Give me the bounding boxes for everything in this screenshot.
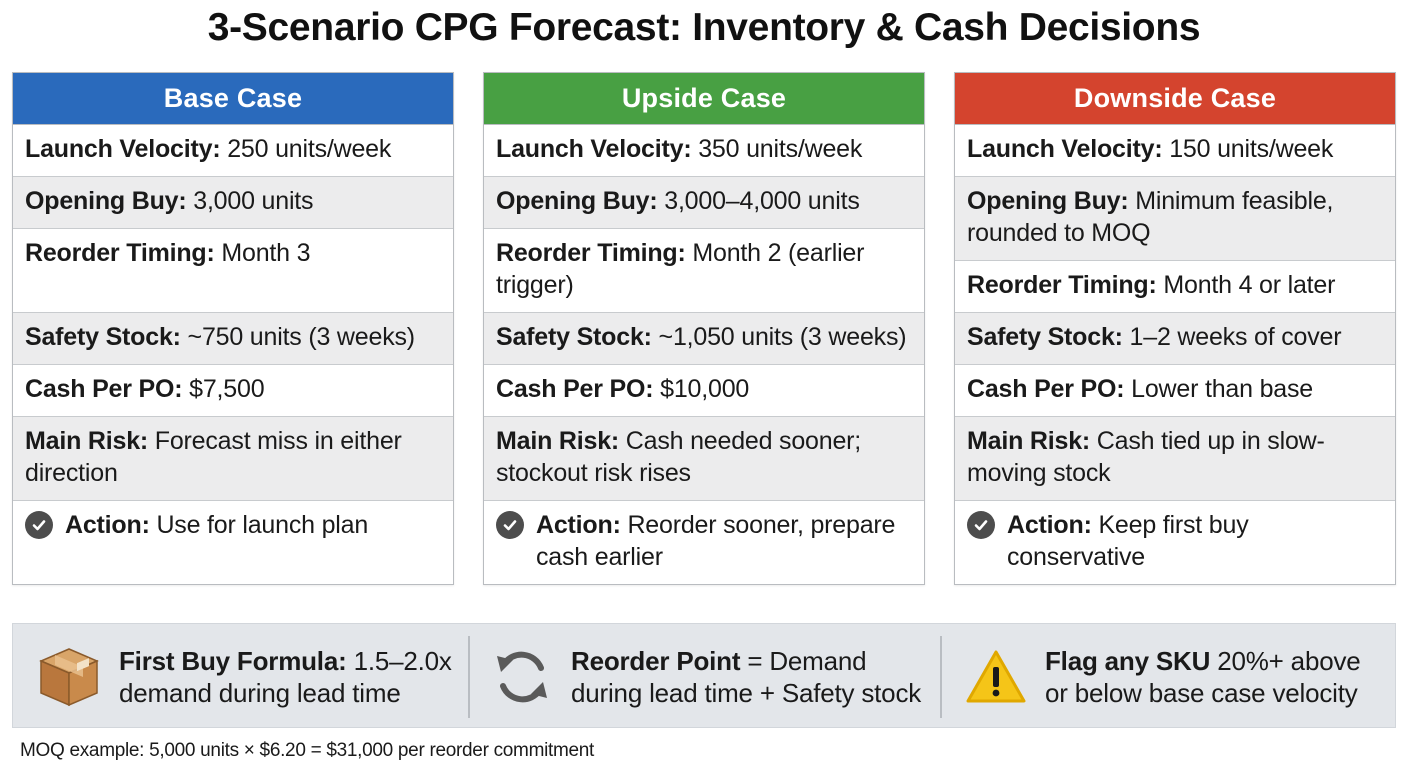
first-buy-formula: First Buy Formula: 1.5–2.0x demand durin… xyxy=(35,624,465,729)
moq-example-note: MOQ example: 5,000 units × $6.20 = $31,0… xyxy=(20,740,595,761)
row-value: 350 units/week xyxy=(698,135,863,163)
row-launch-velocity: Launch Velocity: 350 units/week xyxy=(484,125,924,177)
divider xyxy=(468,636,470,718)
row-opening-buy: Opening Buy: 3,000 units xyxy=(13,177,453,229)
row-launch-velocity: Launch Velocity: 250 units/week xyxy=(13,125,453,177)
card-header: Upside Case xyxy=(484,73,924,125)
row-action: Action: Use for launch plan xyxy=(13,501,453,584)
row-label: Main Risk: xyxy=(25,427,149,455)
row-label: Cash Per PO: xyxy=(496,375,654,403)
check-circle-icon xyxy=(25,511,53,539)
row-value: ~750 units (3 weeks) xyxy=(187,323,416,351)
row-cash-per-po: Cash Per PO: $7,500 xyxy=(13,365,453,417)
row-label: Reorder Timing: xyxy=(25,239,215,267)
row-label: Opening Buy: xyxy=(25,187,187,215)
row-label: Cash Per PO: xyxy=(25,375,183,403)
row-value: Month 2 (earlier trigger) xyxy=(496,239,865,299)
row-value: $7,500 xyxy=(189,375,265,403)
row-action: Action: Keep first buy conservative xyxy=(955,501,1395,584)
scenario-card-upside: Upside Case Launch Velocity: 350 units/w… xyxy=(483,72,925,585)
row-value: 250 units/week xyxy=(227,135,392,163)
key-rules-bar: First Buy Formula: 1.5–2.0x demand durin… xyxy=(12,623,1396,728)
row-safety-stock: Safety Stock: 1–2 weeks of cover xyxy=(955,313,1395,365)
formula-label: First Buy Formula: xyxy=(119,645,347,676)
row-value: Reorder sooner, prepare cash earlier xyxy=(536,511,896,571)
row-label: Opening Buy: xyxy=(967,187,1129,215)
row-label: Cash Per PO: xyxy=(967,375,1125,403)
row-label: Safety Stock: xyxy=(25,323,181,351)
row-cash-per-po: Cash Per PO: $10,000 xyxy=(484,365,924,417)
row-value: 1–2 weeks of cover xyxy=(1129,323,1342,351)
row-label: Action: xyxy=(1007,511,1092,539)
row-label: Action: xyxy=(65,511,150,539)
row-value: ~1,050 units (3 weeks) xyxy=(658,323,907,351)
row-label: Safety Stock: xyxy=(967,323,1123,351)
flag-value: 20%+ above or below base case velocity xyxy=(1045,645,1361,708)
row-label: Launch Velocity: xyxy=(25,135,221,163)
row-value: Cash needed sooner; stockout risk rises xyxy=(496,427,862,487)
page-title: 3-Scenario CPG Forecast: Inventory & Cas… xyxy=(207,6,1201,49)
scenario-card-base: Base Case Launch Velocity: 250 units/wee… xyxy=(12,72,454,585)
row-value: Minimum feasible, rounded to MOQ xyxy=(967,187,1334,247)
row-label: Action: xyxy=(536,511,621,539)
row-action: Action: Reorder sooner, prepare cash ear… xyxy=(484,501,924,584)
scenario-card-downside: Downside Case Launch Velocity: 150 units… xyxy=(954,72,1396,585)
row-label: Launch Velocity: xyxy=(496,135,692,163)
row-launch-velocity: Launch Velocity: 150 units/week xyxy=(955,125,1395,177)
row-value: Use for launch plan xyxy=(156,511,369,539)
row-value: $10,000 xyxy=(660,375,750,403)
row-safety-stock: Safety Stock: ~1,050 units (3 weeks) xyxy=(484,313,924,365)
formula-value: 1.5–2.0x demand during lead time xyxy=(119,645,452,708)
row-value: Month 3 xyxy=(221,239,311,267)
row-cash-per-po: Cash Per PO: Lower than base xyxy=(955,365,1395,417)
row-value: 3,000–4,000 units xyxy=(664,187,860,215)
check-circle-icon xyxy=(496,511,524,539)
row-value: Cash tied up in slow-moving stock xyxy=(967,427,1325,487)
row-label: Launch Velocity: xyxy=(967,135,1163,163)
row-value: Keep first buy conservative xyxy=(1007,511,1249,571)
row-value: 3,000 units xyxy=(193,187,314,215)
row-label: Opening Buy: xyxy=(496,187,658,215)
row-label: Reorder Timing: xyxy=(496,239,686,267)
row-opening-buy: Opening Buy: Minimum feasible, rounded t… xyxy=(955,177,1395,261)
warning-icon xyxy=(965,648,1027,706)
package-box-icon xyxy=(35,643,103,711)
row-value: Forecast miss in either direction xyxy=(25,427,402,487)
row-main-risk: Main Risk: Forecast miss in either direc… xyxy=(13,417,453,501)
row-value: Lower than base xyxy=(1131,375,1313,403)
flag-label: Flag any SKU xyxy=(1045,645,1211,676)
reorder-value: = Demand during lead time + Safety stock xyxy=(571,645,922,708)
card-header: Downside Case xyxy=(955,73,1395,125)
row-safety-stock: Safety Stock: ~750 units (3 weeks) xyxy=(13,313,453,365)
row-reorder-timing: Reorder Timing: Month 2 (earlier trigger… xyxy=(484,229,924,313)
reorder-point-rule: Reorder Point = Demand during lead time … xyxy=(491,624,931,729)
row-value: Month 4 or later xyxy=(1163,271,1336,299)
row-opening-buy: Opening Buy: 3,000–4,000 units xyxy=(484,177,924,229)
row-label: Safety Stock: xyxy=(496,323,652,351)
row-label: Main Risk: xyxy=(967,427,1091,455)
row-value: 150 units/week xyxy=(1169,135,1334,163)
card-header: Base Case xyxy=(13,73,453,125)
row-reorder-timing: Reorder Timing: Month 4 or later xyxy=(955,261,1395,313)
row-main-risk: Main Risk: Cash needed sooner; stockout … xyxy=(484,417,924,501)
row-label: Main Risk: xyxy=(496,427,620,455)
divider xyxy=(940,636,942,718)
row-label: Reorder Timing: xyxy=(967,271,1157,299)
refresh-cycle-icon xyxy=(491,646,553,708)
flag-sku-rule: Flag any SKU 20%+ above or below base ca… xyxy=(965,624,1385,729)
row-reorder-timing: Reorder Timing: Month 3 xyxy=(13,229,453,313)
row-main-risk: Main Risk: Cash tied up in slow-moving s… xyxy=(955,417,1395,501)
reorder-label: Reorder Point xyxy=(571,645,741,676)
check-circle-icon xyxy=(967,511,995,539)
